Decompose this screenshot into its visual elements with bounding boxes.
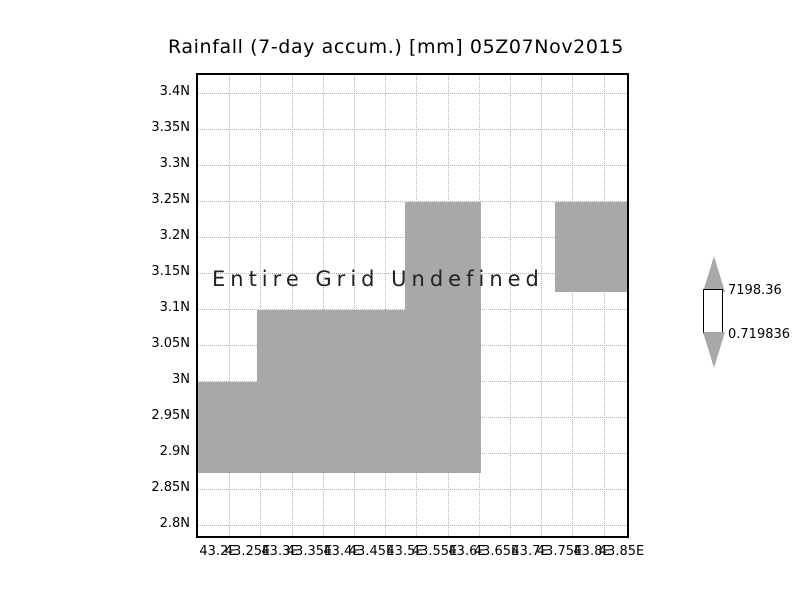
y-axis-tick [196,381,198,383]
plot-area: Entire Grid Undefined [196,73,629,538]
x-axis-label: 43.7E [511,544,549,559]
y-axis-tick [196,309,198,311]
y-axis-label: 2.95N [151,408,190,423]
x-axis-label: 43.55E [411,544,458,559]
x-axis-tick [323,536,325,538]
colorbar-legend: 7198.36 0.719836 [698,256,790,368]
x-axis-label: 43.2E [199,544,237,559]
gridline-horizontal [198,525,627,526]
page-title: Rainfall (7-day accum.) [mm] 05Z07Nov201… [168,36,624,58]
x-axis-label: 43.75E [536,544,583,559]
y-axis-tick [196,417,198,419]
x-axis-label: 43.35E [286,544,333,559]
gridline-horizontal [198,129,627,130]
y-axis-tick [196,237,198,239]
undefined-region-upper-right [555,202,627,292]
gridline-vertical [385,75,386,536]
y-axis-label: 3.4N [159,84,190,99]
y-axis-label: 3.35N [151,120,190,135]
y-axis-tick [196,489,198,491]
x-axis-tick [541,536,543,538]
x-axis-tick [292,536,294,538]
gridline-horizontal [198,489,627,490]
y-axis-tick [196,273,198,275]
undefined-region-lower-central [257,310,481,473]
colorbar-max-label: 7198.36 [728,283,782,298]
y-axis-tick [196,525,198,527]
colorbar-range-box [703,289,723,334]
undefined-region-lower-left [198,382,257,473]
gridline-vertical [604,75,605,536]
colorbar-arrow-up-icon [703,256,725,292]
x-axis-label: 43.4E [323,544,361,559]
y-axis-label: 3.15N [151,264,190,279]
y-axis-label: 3.05N [151,336,190,351]
colorbar-min-label: 0.719836 [728,327,791,342]
x-axis-label: 43.25E [224,544,271,559]
x-axis-label: 43.45E [348,544,395,559]
y-axis-label: 3.2N [159,228,190,243]
x-axis-label: 43.65E [473,544,520,559]
undefined-region-upper-central [405,202,481,310]
x-axis-label: 43.3E [261,544,299,559]
grid-undefined-annotation: Entire Grid Undefined [212,267,544,291]
y-axis-tick [196,93,198,95]
x-axis-label: 43.8E [573,544,611,559]
y-axis-label: 3.3N [159,156,190,171]
y-axis-tick [196,453,198,455]
gridline-vertical [541,75,542,536]
y-axis-label: 3.25N [151,192,190,207]
x-axis-tick [229,536,231,538]
x-axis-tick [510,536,512,538]
x-axis-tick [416,536,418,538]
y-axis-tick [196,345,198,347]
gridline-vertical [323,75,324,536]
y-axis-label: 3.1N [159,300,190,315]
gridline-horizontal [198,201,627,202]
y-axis-label: 2.85N [151,480,190,495]
gridline-vertical [354,75,355,536]
colorbar-arrow-down-icon [703,332,725,368]
gridline-vertical [260,75,261,536]
y-axis-label: 2.9N [159,444,190,459]
x-axis-tick [448,536,450,538]
y-axis-label: 2.8N [159,516,190,531]
y-axis-tick [196,165,198,167]
x-axis-label: 43.6E [448,544,486,559]
x-axis-tick [385,536,387,538]
gridline-vertical [510,75,511,536]
x-axis-tick [479,536,481,538]
x-axis-tick [354,536,356,538]
gridline-horizontal [198,165,627,166]
x-axis-label: 43.5E [386,544,424,559]
x-axis-tick [604,536,606,538]
x-axis-label: 43.85E [598,544,645,559]
gridline-vertical [292,75,293,536]
y-axis-tick [196,129,198,131]
gridline-vertical [229,75,230,536]
gridline-vertical [572,75,573,536]
y-axis-label: 3N [172,372,190,387]
gridline-horizontal [198,93,627,94]
x-axis-tick [572,536,574,538]
y-axis-tick [196,201,198,203]
x-axis-tick [260,536,262,538]
